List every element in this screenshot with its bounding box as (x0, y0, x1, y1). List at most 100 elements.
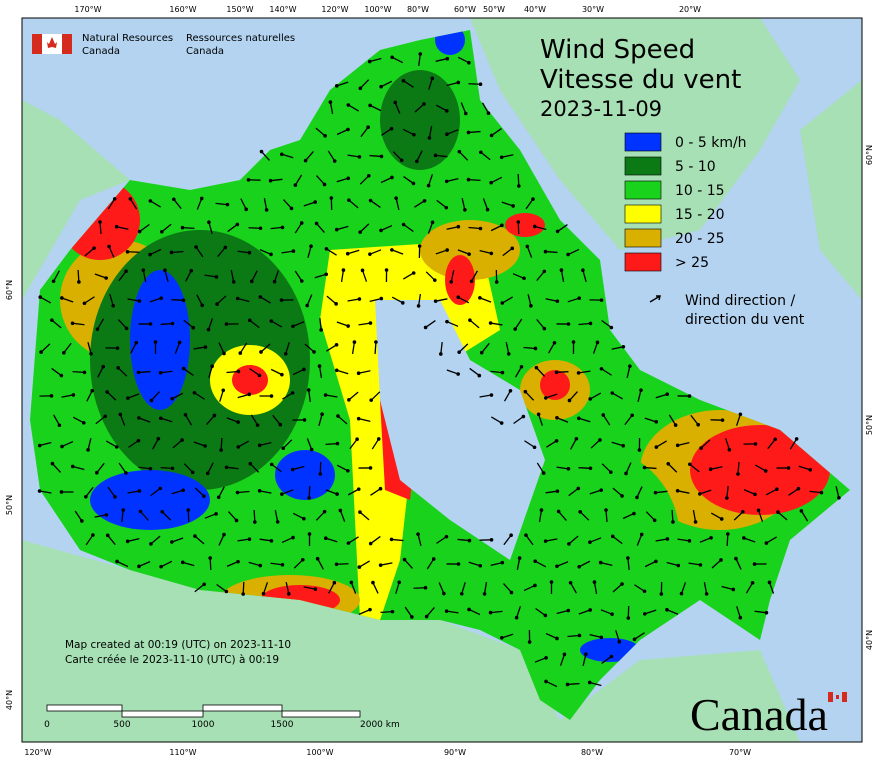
wind-arrow-head (86, 448, 90, 452)
wind-arrow-head (222, 352, 226, 356)
wind-arrow-head (739, 616, 743, 620)
wind-arrow-head (91, 533, 95, 537)
wind-arrow-head (479, 150, 483, 154)
wind-arrow-head (610, 612, 614, 616)
wind-arrow-head (324, 393, 328, 397)
wind-arrow-head (163, 268, 167, 272)
wind-arrow-head (600, 298, 604, 302)
wind-arrow-head (335, 84, 339, 88)
wind-arrow-head (301, 558, 305, 562)
zone (90, 470, 210, 530)
wind-arrow-head (236, 297, 240, 301)
wind-arrow-head (334, 302, 338, 306)
wind-arrow-head (71, 321, 75, 325)
wind-arrow-head (555, 371, 559, 375)
wind-arrow-head (555, 416, 559, 420)
wind-arrow-head (262, 592, 266, 596)
wind-arrow-head (600, 636, 604, 640)
lat-label: 50°N (5, 495, 14, 515)
wind-arrow-head (126, 540, 130, 544)
zone (505, 213, 545, 237)
wind-arrow-head (517, 184, 521, 188)
wind-arrow-head (357, 371, 361, 375)
wind-arrow-head (555, 637, 559, 641)
wind-arrow-head (736, 472, 740, 476)
wind-arrow-head (39, 350, 43, 354)
wind-arrow-head (795, 437, 799, 441)
wind-arrow-head (215, 275, 219, 279)
wind-arrow-head (291, 391, 295, 395)
wind-arrow-head (369, 321, 373, 325)
wind-arrow-head (457, 225, 461, 229)
legend-swatch (625, 181, 661, 199)
wind-arrow-head (698, 492, 702, 496)
wind-arrow-head (533, 445, 537, 449)
created-note: Map created at 00:19 (UTC) on 2023-11-10 (65, 639, 291, 651)
wind-arrow-head (617, 640, 621, 644)
wind-arrow-head (544, 250, 548, 254)
wind-arrow-head (495, 280, 499, 284)
wind-arrow-head (501, 561, 505, 565)
wind-arrow-head (522, 415, 526, 419)
wind-arrow-head (339, 509, 343, 513)
lon-label: 40°W (524, 5, 546, 14)
flag-band (62, 34, 72, 54)
wind-arrow-head (170, 251, 174, 255)
wind-arrow-head (358, 565, 362, 569)
wind-arrow-head (588, 681, 592, 685)
wind-arrow-head (335, 369, 339, 373)
wind-arrow-head (369, 199, 373, 203)
wind-arrow-head (269, 319, 273, 323)
wind-arrow-head (544, 656, 548, 660)
wind-arrow-head (431, 221, 435, 225)
wind-arrow-head (314, 587, 318, 591)
wind-arrow-head (236, 445, 240, 449)
lon-label: 120°W (321, 5, 348, 14)
wind-arrow-head (324, 536, 328, 540)
wind-arrow-head (248, 462, 252, 466)
wind-arrow-head (203, 444, 207, 448)
wind-arrow-head (445, 180, 449, 184)
wind-arrow-head (346, 469, 350, 473)
wind-arrow-head (158, 487, 162, 491)
wind-arrow-head (280, 492, 284, 496)
wind-arrow-head (588, 540, 592, 544)
wind-arrow-head (478, 564, 482, 568)
wind-arrow-head (721, 418, 725, 422)
wind-arrow-head (250, 280, 254, 284)
wind-arrow-head (412, 271, 416, 275)
wind-arrow-head (157, 437, 161, 441)
lat-label: 40°N (865, 630, 874, 650)
wind-arrow-head (256, 423, 260, 427)
wind-arrow-head (259, 295, 263, 299)
wind-arrow-head (159, 565, 163, 569)
wind-arrow-head (111, 304, 115, 308)
wind-arrow (557, 372, 569, 373)
wind-arrow-head (533, 225, 537, 229)
wind-arrow-head (654, 420, 658, 424)
wind-arrow-head (138, 489, 142, 493)
wind-arrow-head (391, 610, 395, 614)
lon-label: 90°W (444, 748, 466, 757)
wind-arrow-head (290, 207, 294, 211)
wind-arrow-head (367, 174, 371, 178)
scale-label: 0 (44, 720, 50, 730)
wind-arrow-head (653, 519, 657, 523)
wind-arrow-head (171, 322, 175, 326)
wind-arrow-head (639, 388, 643, 392)
wind-arrow-head (159, 371, 163, 375)
wind-arrow-head (126, 396, 130, 400)
wind-arrow-head (369, 542, 373, 546)
wind-arrow-head (278, 423, 282, 427)
wind-arrow-head (402, 79, 406, 83)
scale-label: 2000 km (360, 720, 400, 730)
wind-arrow-head (244, 208, 248, 212)
wind-arrow-head (483, 592, 487, 596)
wind-arrow-head (206, 472, 210, 476)
wind-arrow-head (688, 462, 692, 466)
wind-arrow-head (346, 128, 350, 132)
wind-arrow-head (358, 155, 362, 159)
wind-arrow-head (609, 470, 613, 474)
wind-arrow-head (377, 437, 381, 441)
